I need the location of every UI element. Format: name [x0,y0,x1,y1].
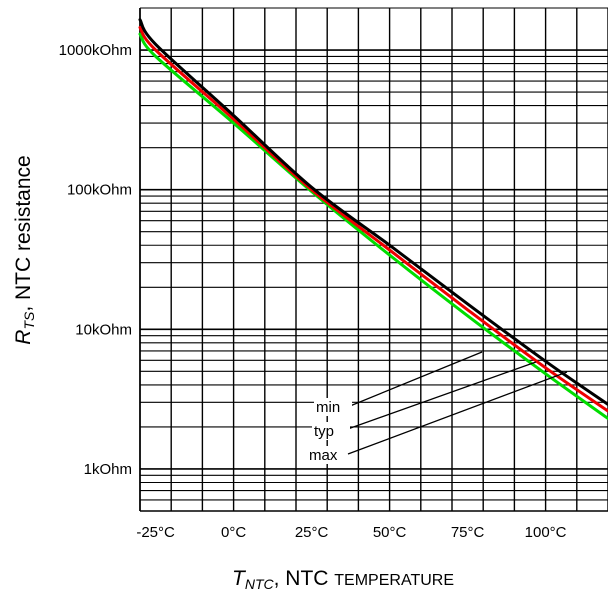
x-tick-label: -25°C [136,524,175,541]
annotation-box-typ [312,422,350,440]
major-gridlines [139,8,608,512]
x-tick-label: 100°C [525,524,567,541]
leader-line-typ [344,361,537,431]
x-tick-label: 0°C [221,524,246,541]
x-axis-symbol: T [232,567,247,590]
y-tick-label: 10kOhm [75,321,132,338]
series-line-typ [138,26,608,413]
y-tick-label: 1kOhm [84,461,132,478]
x-tick-label: 50°C [373,524,407,541]
y-tick-labels: 1kOhm 10kOhm 100kOhm 1000kOhm [59,42,132,478]
minor-gridlines [140,7,608,512]
y-axis-rest: , NTC resistance [12,155,35,311]
y-axis-label: RTS, NTC resistance [12,155,37,344]
annotation-labels: min typ max [307,398,352,464]
annotation-typ: typ [314,423,334,440]
x-tick-label: 75°C [451,524,485,541]
leader-line-max [347,371,568,455]
annotation-box-max [307,446,345,464]
annotation-box-min [314,398,352,416]
annotation-leaders [344,351,568,455]
series-line-max [138,18,608,406]
annotation-min: min [316,399,340,416]
x-axis-label: TNTC, NTC TEMPERATURE [232,567,454,592]
x-tick-label: 25°C [295,524,329,541]
leader-line-min [349,351,483,407]
x-axis-rest-small: TEMPERATURE [334,572,454,589]
annotation-max: max [309,447,338,464]
y-axis-subscript: TS [21,311,37,330]
x-axis-rest: , NTC [274,567,335,590]
y-tick-label: 1000kOhm [59,42,132,59]
x-axis-subscript: NTC [245,576,275,592]
y-axis-symbol: R [12,330,35,345]
y-tick-label: 100kOhm [67,182,132,199]
x-tick-labels: -25°C 0°C 25°C 50°C 75°C 100°C [136,524,566,541]
